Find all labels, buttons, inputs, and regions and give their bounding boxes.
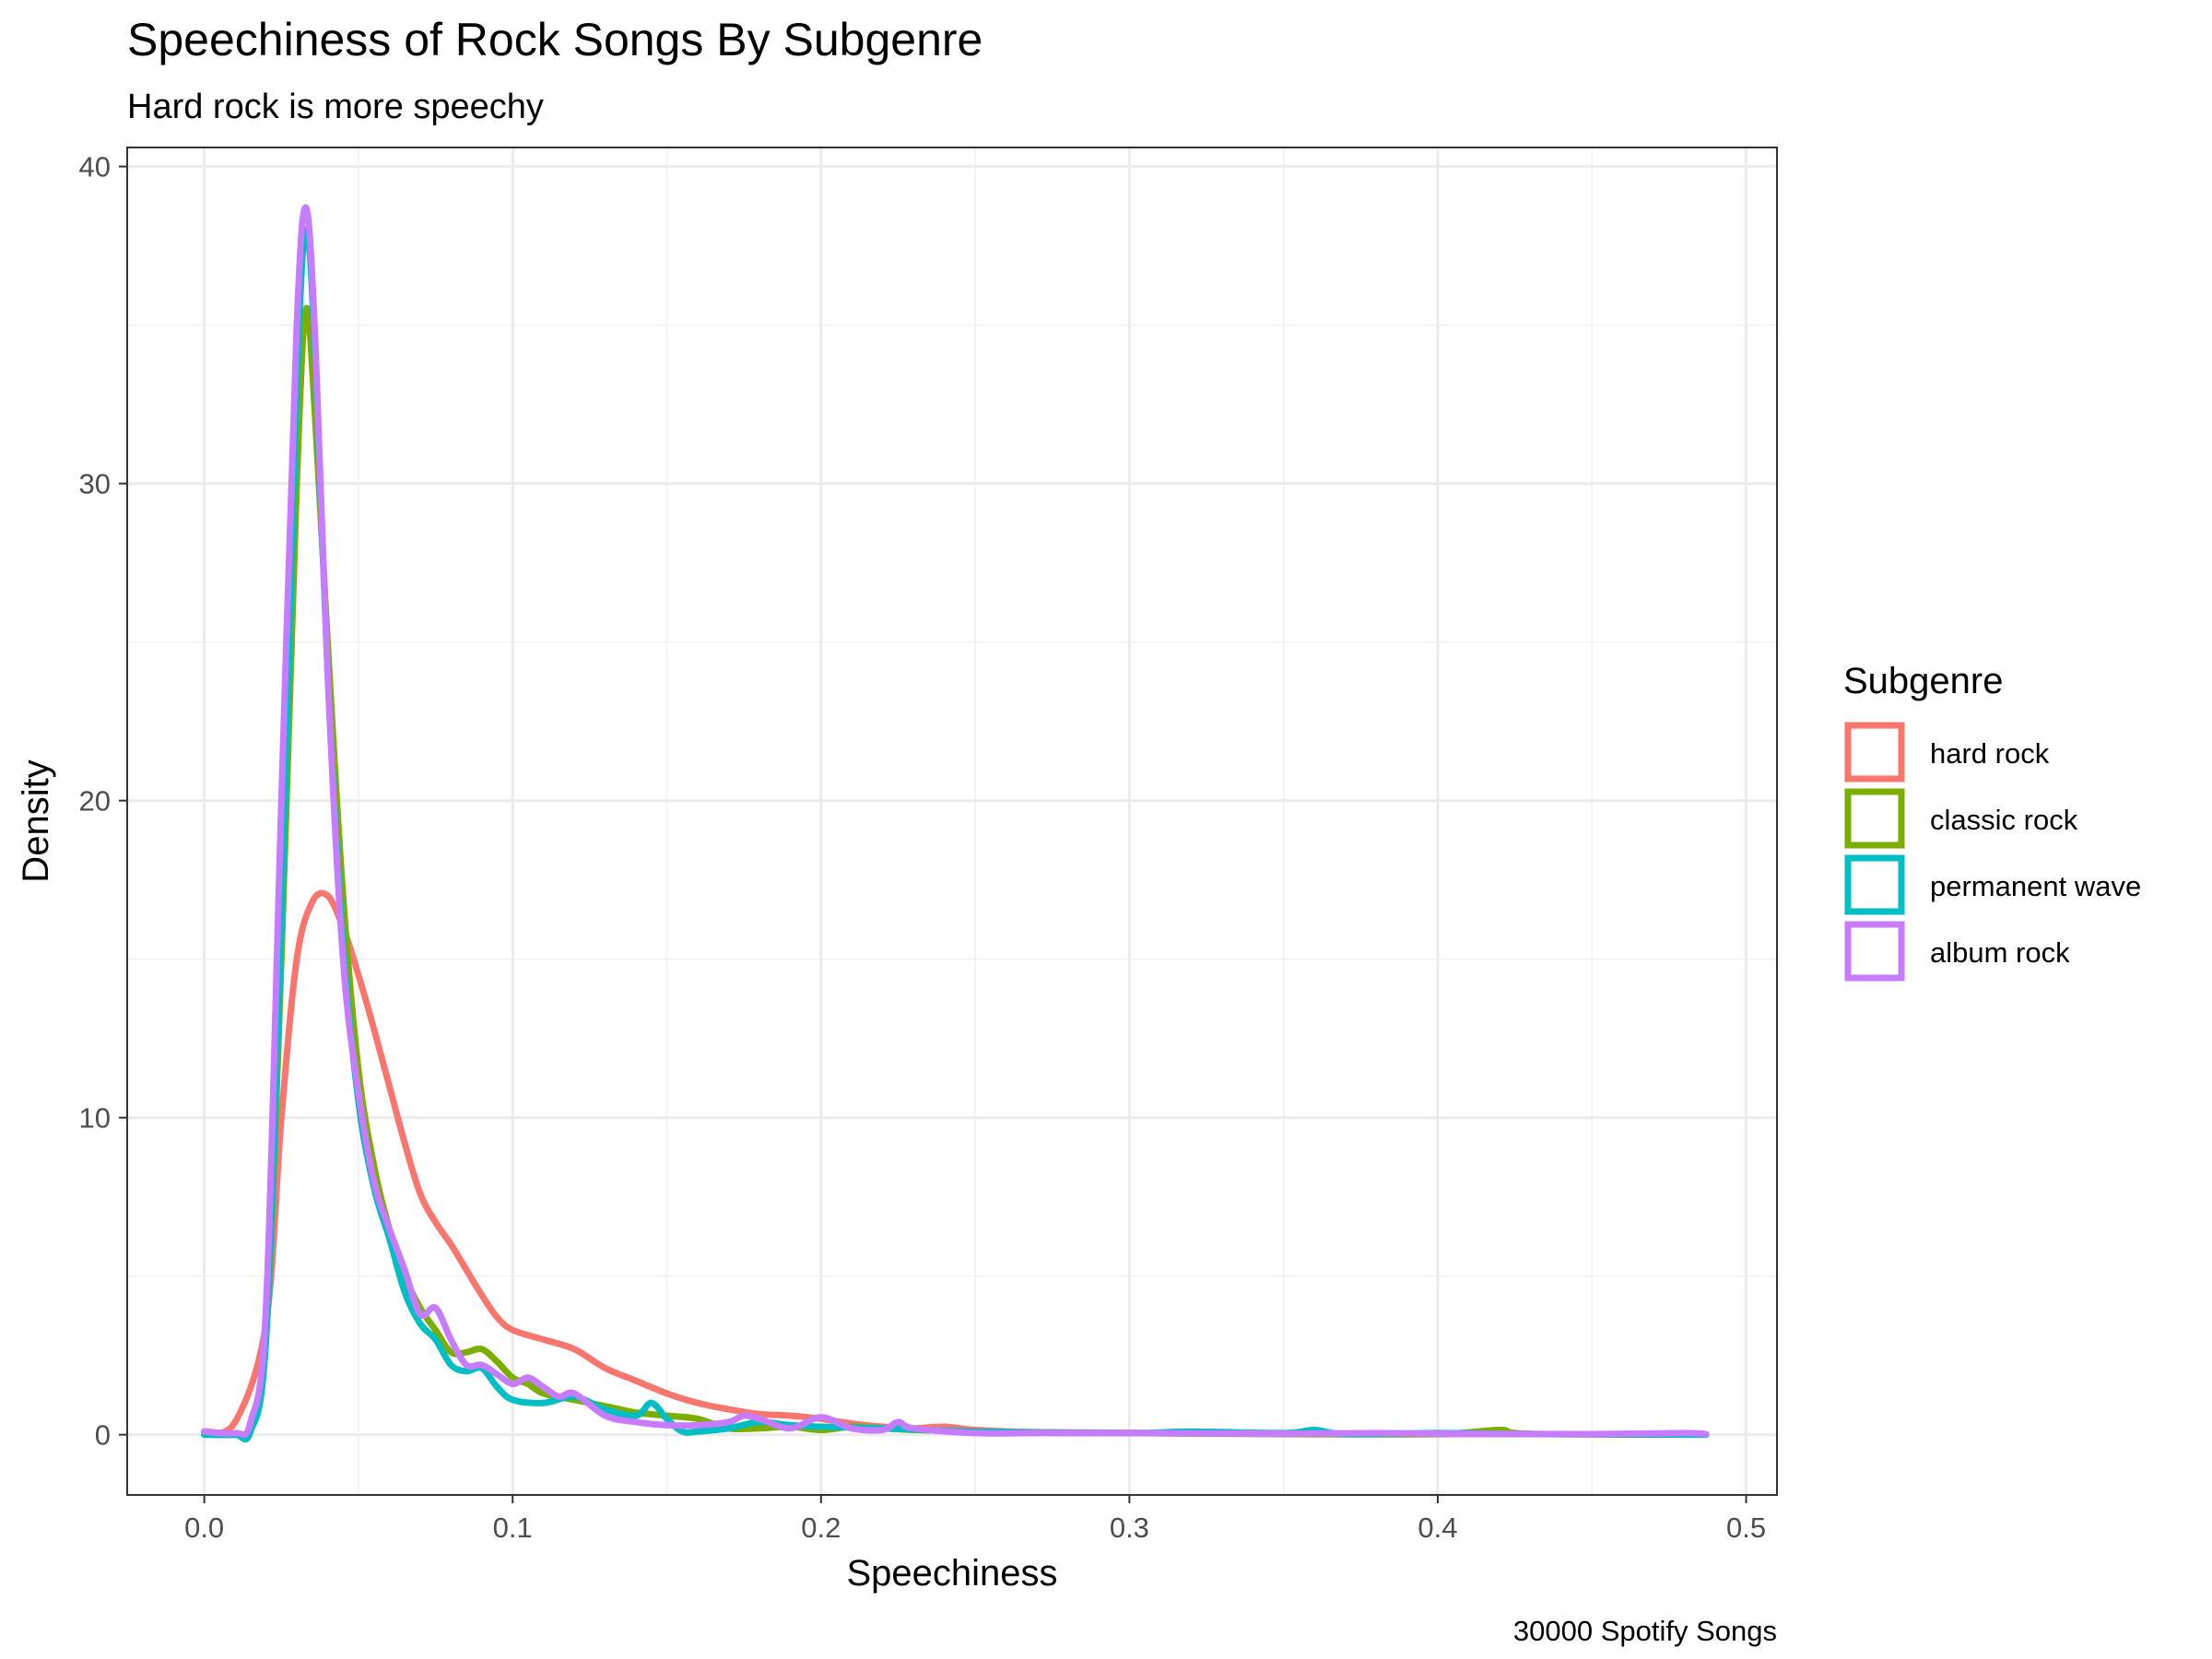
legend-title: Subgenre <box>1843 661 2003 701</box>
series-line-album-rock <box>201 204 1710 1439</box>
x-tick-label: 0.2 <box>801 1512 841 1544</box>
legend-label-album-rock: album rock <box>1930 936 2070 969</box>
panel-background <box>127 147 1777 1495</box>
y-tick-label: 30 <box>79 468 111 500</box>
legend-label-hard-rock: hard rock <box>1930 737 2050 770</box>
y-tick-label: 10 <box>79 1102 111 1135</box>
legend-label-permanent-wave: permanent wave <box>1930 870 2141 902</box>
legend-key-classic-rock <box>1844 788 1905 849</box>
x-axis: 0.0 0.1 0.2 0.3 0.4 0.5 <box>184 1495 1766 1544</box>
legend-key-permanent-wave <box>1844 854 1905 915</box>
legend-key-album-rock <box>1844 921 1905 982</box>
y-axis-title: Density <box>16 759 56 882</box>
x-tick-label: 0.0 <box>184 1512 224 1544</box>
x-axis-title: Speechiness <box>846 1553 1057 1594</box>
legend-label-classic-rock: classic rock <box>1930 804 2078 836</box>
x-tick-label: 0.5 <box>1726 1512 1766 1544</box>
y-tick-label: 20 <box>79 785 111 818</box>
chart-title: Speechiness of Rock Songs By Subgenre <box>127 14 982 65</box>
legend: Subgenre hard rock classic rock permanent … <box>1843 661 2141 982</box>
density-lines <box>201 204 1710 1443</box>
legend-items: hard rock classic rock permanent wave album… <box>1844 722 2141 982</box>
legend-key-hard-rock <box>1844 722 1905 782</box>
y-axis: 0 10 20 30 40 <box>79 151 127 1452</box>
panel-border <box>126 147 1778 1496</box>
x-tick-label: 0.3 <box>1110 1512 1149 1544</box>
y-tick-label: 0 <box>95 1419 111 1452</box>
x-tick-label: 0.4 <box>1418 1512 1457 1544</box>
major-gridlines <box>127 147 1777 1495</box>
chart-caption: 30000 Spotify Songs <box>1513 1615 1777 1647</box>
x-tick-label: 0.1 <box>493 1512 533 1544</box>
chart-subtitle: Hard rock is more speechy <box>127 88 544 126</box>
y-tick-label: 40 <box>79 151 111 183</box>
plot-panel <box>126 147 1778 1496</box>
